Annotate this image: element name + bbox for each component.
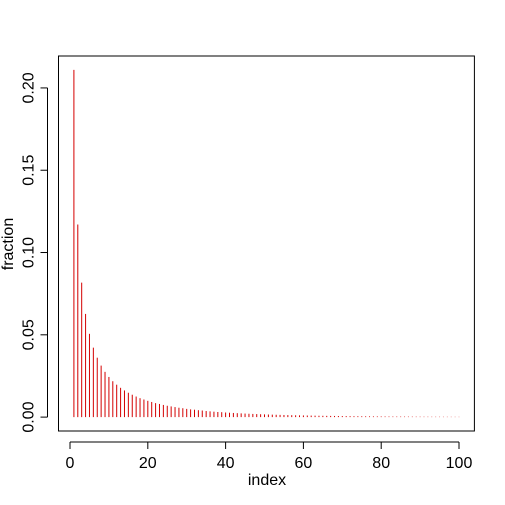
y-axis-label: fraction [0,218,17,270]
x-axis-label: index [248,472,286,489]
plot-box [58,55,475,432]
y-tick-label: 0.05 [21,319,38,350]
x-tick-label: 100 [446,455,473,472]
x-tick-label: 0 [66,455,75,472]
x-tick-label: 60 [295,455,313,472]
y-tick-label: 0.20 [21,72,38,103]
y-tick-label: 0.15 [21,155,38,186]
x-tick-label: 20 [139,455,157,472]
y-tick-label: 0.10 [21,237,38,268]
x-tick-label: 80 [372,455,390,472]
y-tick-label: 0.00 [21,401,38,432]
x-tick-label: 40 [217,455,235,472]
